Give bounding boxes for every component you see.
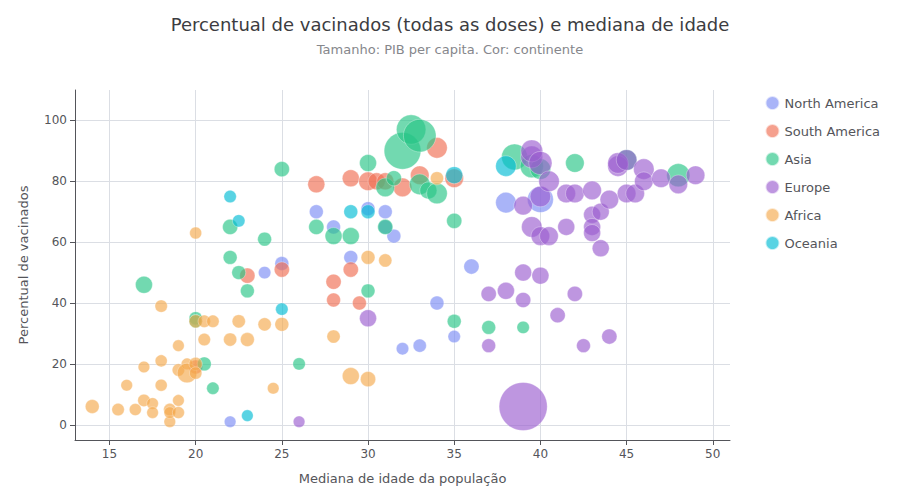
svg-text:Europe: Europe xyxy=(784,180,830,195)
svg-text:Africa: Africa xyxy=(784,208,821,223)
svg-text:60: 60 xyxy=(52,235,67,249)
svg-text:30: 30 xyxy=(360,447,375,461)
svg-text:45: 45 xyxy=(619,447,634,461)
svg-text:40: 40 xyxy=(52,296,67,310)
svg-text:50: 50 xyxy=(705,447,720,461)
svg-text:Tamanho: PIB per capita. Cor:: Tamanho: PIB per capita. Cor: continente xyxy=(316,42,583,57)
svg-text:Oceania: Oceania xyxy=(784,236,837,251)
svg-text:100: 100 xyxy=(44,113,67,127)
svg-text:40: 40 xyxy=(533,447,548,461)
svg-text:25: 25 xyxy=(274,447,289,461)
svg-text:35: 35 xyxy=(447,447,462,461)
svg-text:0: 0 xyxy=(59,418,67,432)
svg-text:South America: South America xyxy=(784,124,880,139)
svg-text:Mediana de idade da população: Mediana de idade da população xyxy=(299,471,507,486)
svg-text:Percentual de vacinados: Percentual de vacinados xyxy=(16,185,31,344)
svg-text:20: 20 xyxy=(188,447,203,461)
svg-text:15: 15 xyxy=(102,447,117,461)
svg-text:Percentual de vacinados (todas: Percentual de vacinados (todas as doses)… xyxy=(171,14,730,35)
svg-text:North America: North America xyxy=(784,96,878,111)
svg-text:80: 80 xyxy=(52,174,67,188)
svg-text:Asia: Asia xyxy=(784,152,811,167)
svg-text:20: 20 xyxy=(52,357,67,371)
